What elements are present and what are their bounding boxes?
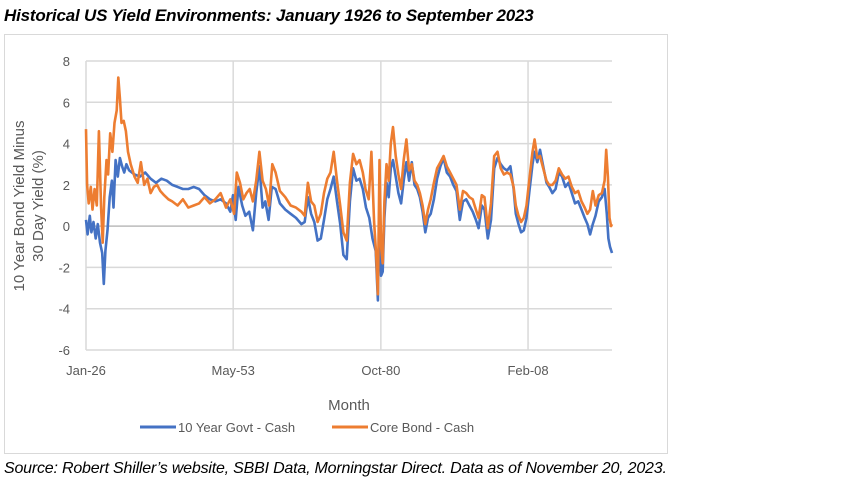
- y-axis-ticks: -6 -4 -2 0 2 4 6 8: [58, 54, 70, 358]
- y-tick-label: -6: [58, 343, 70, 358]
- series-line-core-bond-cash: [84, 76, 614, 296]
- legend-label-10yr-govt: 10 Year Govt - Cash: [178, 420, 295, 435]
- y-axis-title: 10 Year Bond Yield Minus 30 Day Yield (%…: [11, 121, 47, 292]
- x-tick-label: May-53: [212, 363, 255, 378]
- source-note: Source: Robert Shiller’s website, SBBI D…: [4, 460, 667, 477]
- series-line-10yr-govt-cash: [84, 148, 614, 302]
- y-tick-label: 6: [63, 95, 70, 110]
- x-tick-label: Oct-80: [361, 363, 400, 378]
- y-tick-label: 4: [63, 137, 70, 152]
- y-axis-title-line-2: 30 Day Yield (%): [30, 150, 47, 262]
- x-axis-ticks: Jan-26 May-53 Oct-80 Feb-08: [66, 363, 549, 378]
- x-tick-label: Feb-08: [507, 363, 548, 378]
- x-axis-title: Month: [328, 397, 370, 414]
- x-tick-label: Jan-26: [66, 363, 106, 378]
- chart-title: Historical US Yield Environments: Januar…: [4, 6, 534, 25]
- series-lines: [84, 76, 614, 302]
- legend: 10 Year Govt - Cash Core Bond - Cash: [140, 420, 474, 435]
- y-tick-label: 0: [63, 219, 70, 234]
- y-tick-label: -4: [58, 302, 70, 317]
- y-tick-label: 8: [63, 54, 70, 69]
- legend-label-core-bond: Core Bond - Cash: [370, 420, 474, 435]
- y-tick-label: -2: [58, 260, 70, 275]
- chart-frame: [4, 34, 668, 454]
- y-axis-title-line-1: 10 Year Bond Yield Minus: [11, 121, 28, 292]
- y-tick-label: 2: [63, 178, 70, 193]
